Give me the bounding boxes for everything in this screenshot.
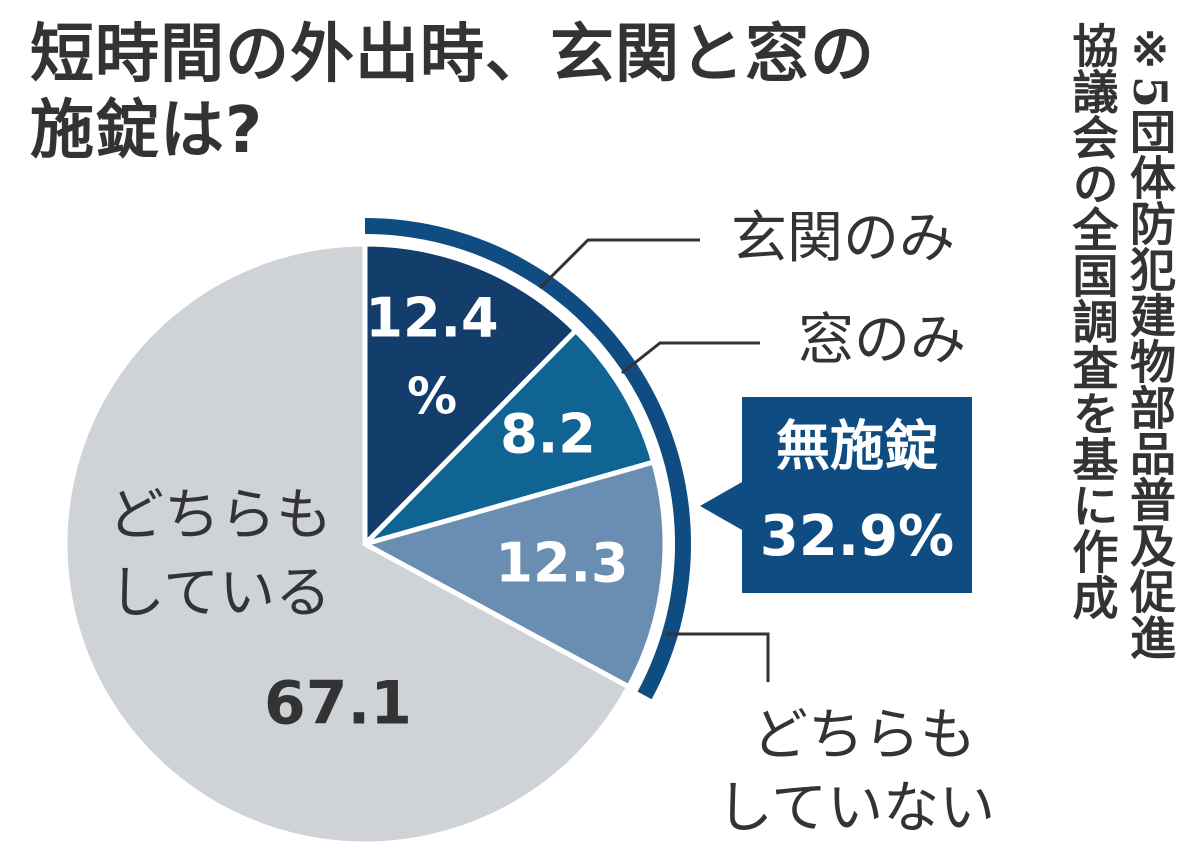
slice-label-mado-only: 8.2 [500,403,596,466]
slice-name-dochira-shiteinai-line2: していない [717,776,995,841]
slice-name-dochira-shiteiru-line1: どちらも [108,483,332,548]
slice-name-dochira-shiteinai-line1: どちらも [752,703,976,768]
callout-bracket-arc [365,218,691,700]
source-note-line2: 協議会の全国調査を基に作成 [1065,22,1120,620]
source-note-line1: ※5団体防犯建物部品普及促進 [1123,22,1177,661]
chart-title-line1: 短時間の外出時、玄関と窓の [30,18,875,92]
leader-line-mado-only [621,341,760,375]
leader-line-dochira-shiteinai [666,632,770,682]
pie-slice-dochira-shiteiru [62,241,633,847]
slice-label-dochira-shiteinai: 12.3 [495,532,628,595]
slice-label-genkan-only: 12.4 [365,287,498,350]
pie-slice-dochira-shiteinai [358,459,668,691]
chart-title-line2: 施錠は? [30,93,264,168]
callout-box [742,397,972,593]
callout-value: 32.9% [760,504,954,569]
source-note: ※5団体防犯建物部品普及促進 協議会の全国調査を基に作成 [1063,22,1178,852]
callout-label: 無施錠 [776,415,938,478]
leader-line-genkan-only [538,238,700,290]
chart-title: 短時間の外出時、玄関と窓の 施錠は? [30,18,1010,169]
slice-name-mado-only: 窓のみ [798,308,966,373]
pie-slice-genkan-only [362,241,580,551]
callout-pointer [700,482,742,530]
slice-label-dochira-shiteiru: 67.1 [264,669,412,739]
slice-name-genkan-only: 玄関のみ [731,206,955,271]
slice-name-dochira-shiteiru-line2: している [109,561,331,626]
pie-slice-mado-only [356,327,657,549]
slice-unit-genkan-only: % [407,368,457,426]
